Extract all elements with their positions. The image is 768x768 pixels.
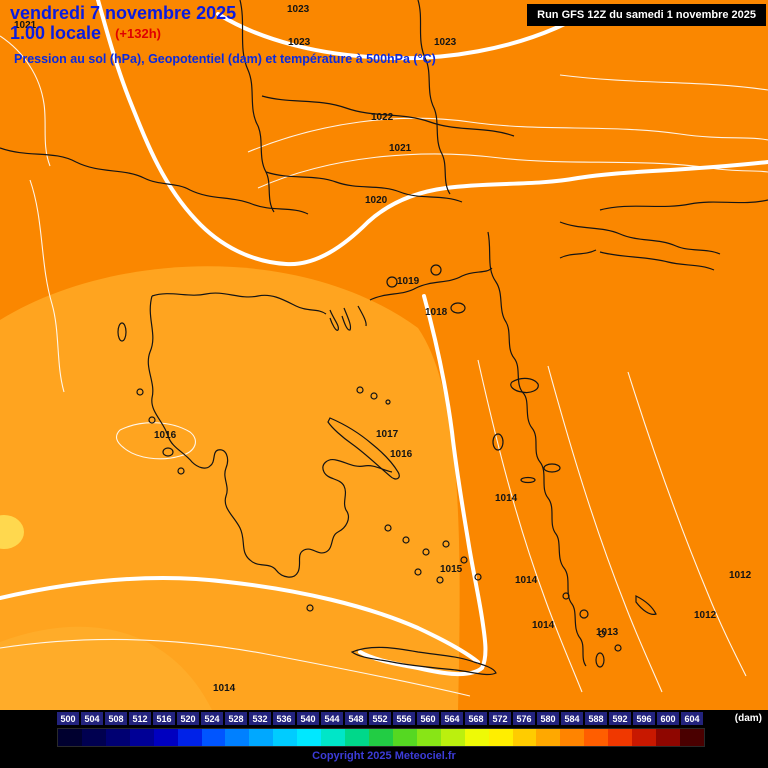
legend-value: 508: [105, 712, 127, 725]
legend-value: 532: [249, 712, 271, 725]
legend-color-segment: [177, 729, 202, 746]
model-run-info: Run GFS 12Z du samedi 1 novembre 2025: [527, 4, 766, 26]
legend-color-segment: [105, 729, 130, 746]
legend-color-segment: [656, 729, 680, 746]
forecast-offset: (+132h): [115, 25, 161, 41]
isobar-label: 1015: [440, 564, 463, 575]
isobar-label: 1014: [532, 620, 555, 631]
legend-color-segment: [584, 729, 609, 746]
temp-patch-pale: [0, 515, 24, 549]
map-canvas: [0, 0, 768, 710]
isobar-label: 1021: [14, 20, 37, 31]
legend-color-segment: [608, 729, 633, 746]
legend-color-segment: [153, 729, 178, 746]
legend-value: 548: [345, 712, 367, 725]
legend-value: 500: [57, 712, 79, 725]
legend-color-segment: [345, 729, 369, 746]
legend-value: 528: [225, 712, 247, 725]
legend-color-segment: [512, 729, 537, 746]
legend-value: 568: [465, 712, 487, 725]
legend-unit: (dam): [734, 713, 762, 724]
legend-value: 536: [273, 712, 295, 725]
isobar-contours: [0, 0, 768, 677]
isobar-label: 1020: [365, 195, 388, 206]
legend-color-segment: [679, 729, 704, 746]
legend-value: 584: [561, 712, 583, 725]
isobar-label: 1021: [389, 143, 412, 154]
isobar-label: 1018: [425, 307, 448, 318]
isobar-label: 1012: [694, 610, 717, 621]
legend-color-segment: [632, 729, 657, 746]
legend-color-segment: [225, 729, 250, 746]
legend-color-segment: [440, 729, 465, 746]
legend-value: 552: [369, 712, 391, 725]
map-header: vendredi 7 novembre 2025 1.00 locale (+1…: [10, 3, 436, 66]
legend-value: 580: [537, 712, 559, 725]
legend-color-segment: [536, 729, 561, 746]
isobar-label: 1014: [495, 493, 518, 504]
legend-values-row: 500 504 508 512 516 520 524 528 532 536 540 544 548 5…: [57, 712, 705, 725]
coastlines: [0, 0, 768, 676]
isobar-label: 1023: [288, 37, 311, 48]
isobar-label: 1017: [376, 429, 399, 440]
legend-value: 520: [177, 712, 199, 725]
legend-value: 560: [417, 712, 439, 725]
legend-value: 504: [81, 712, 103, 725]
isobar-label: 1022: [371, 112, 394, 123]
legend-color-segment: [488, 729, 513, 746]
legend-value: 572: [489, 712, 511, 725]
legend-color-bar: [57, 728, 705, 747]
copyright-text: Copyright 2025 Meteociel.fr: [312, 750, 456, 762]
map-subtitle: Pression au sol (hPa), Geopotentiel (dam…: [14, 51, 436, 66]
legend-color-segment: [81, 729, 106, 746]
legend-value: 604: [681, 712, 703, 725]
isobar-label: 1016: [154, 430, 177, 441]
thin-contours: [0, 35, 768, 697]
legend-color-segment: [368, 729, 393, 746]
isobar-label: 1016: [390, 449, 413, 460]
isobar-label: 1014: [213, 683, 236, 694]
legend-color-segment: [249, 729, 274, 746]
isobar-label: 1014: [515, 575, 538, 586]
legend-color-segment: [201, 729, 226, 746]
weather-map: 1021 1023 1023 1023 1022 1021 1020 1019 1018 1016…: [0, 0, 768, 710]
legend-value: 596: [633, 712, 655, 725]
isobar-label: 1023: [434, 37, 457, 48]
legend-color-segment: [321, 729, 346, 746]
isobar-label: 1019: [397, 276, 420, 287]
legend-color-segment: [392, 729, 417, 746]
legend-value: 564: [441, 712, 463, 725]
legend-value: 544: [321, 712, 343, 725]
legend-area: 500 504 508 512 516 520 524 528 532 536 540 544 548 5…: [0, 710, 768, 768]
legend-value: 516: [153, 712, 175, 725]
legend-value: 592: [609, 712, 631, 725]
isobar-label: 1013: [596, 627, 619, 638]
legend-value: 540: [297, 712, 319, 725]
legend-color-segment: [58, 729, 82, 746]
legend-color-segment: [273, 729, 298, 746]
legend-value: 576: [513, 712, 535, 725]
legend-color-segment: [129, 729, 154, 746]
temp-region-light: [0, 266, 460, 710]
isobar-label: 1023: [287, 4, 310, 15]
legend-color-segment: [297, 729, 322, 746]
legend-value: 556: [393, 712, 415, 725]
isobar-label: 1012: [729, 570, 752, 581]
forecast-date: vendredi 7 novembre 2025: [10, 3, 237, 23]
legend-value: 600: [657, 712, 679, 725]
temp-region-corner: [0, 626, 212, 710]
legend-color-segment: [464, 729, 489, 746]
legend-value: 524: [201, 712, 223, 725]
legend-value: 588: [585, 712, 607, 725]
legend-color-segment: [560, 729, 585, 746]
forecast-time: 1.00 locale: [10, 22, 102, 43]
legend-color-segment: [416, 729, 441, 746]
legend-value: 512: [129, 712, 151, 725]
